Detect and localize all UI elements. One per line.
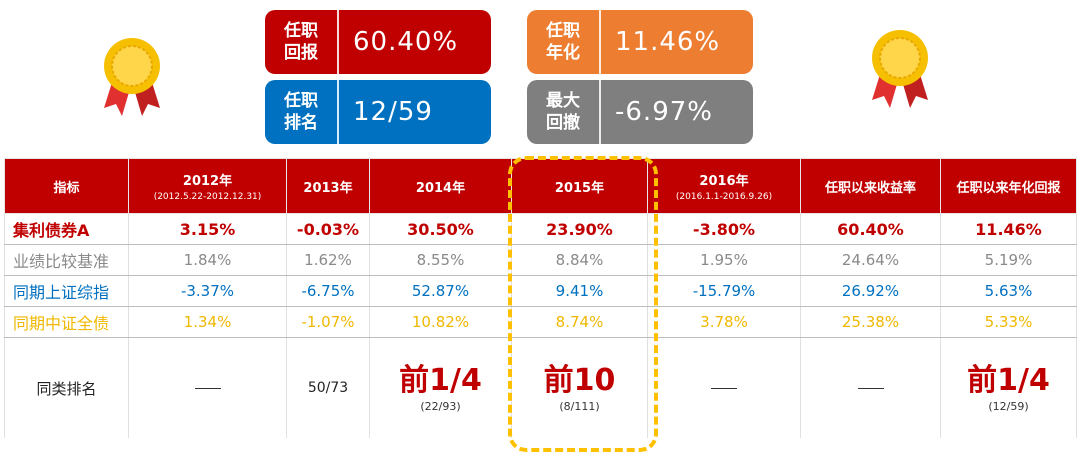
column-header-title: 2016年	[699, 174, 749, 189]
column-header: 任职以来收益率	[800, 158, 941, 214]
no-data-dash	[711, 387, 737, 389]
table-cell: 52.87%	[369, 275, 512, 307]
table-cell: 25.38%	[800, 306, 941, 338]
ranking-percentile: 前1/4	[967, 362, 1050, 398]
table-cell: 1.95%	[647, 244, 801, 276]
row-label: 同期上证综指	[4, 275, 129, 307]
ranking-count: (22/93)	[420, 399, 461, 413]
card-label: 最大 回撤	[527, 80, 601, 144]
tenure-return-card: 任职 回报 60.40%	[265, 10, 491, 74]
performance-table: 指标 2012年 (2012.5.22-2012.12.31) 2013年 2014年 2…	[4, 158, 1077, 438]
table-cell: -1.07%	[286, 306, 370, 338]
column-header: 2015年	[511, 158, 648, 214]
column-header-title: 指标	[53, 180, 80, 196]
medal-icon	[104, 38, 160, 116]
column-header-period: (2012.5.22-2012.12.31)	[153, 192, 262, 202]
ranking-count: (8/111)	[559, 399, 600, 413]
ranking-cell: 前10 (8/111)	[511, 337, 648, 438]
table-cell: 8.84%	[511, 244, 648, 276]
table-cell: 1.84%	[128, 244, 287, 276]
table-cell: 60.40%	[800, 213, 941, 245]
card-label: 任职 回报	[265, 10, 339, 74]
table-row: 同期上证综指 -3.37% -6.75% 52.87% 9.41% -15.79% 26.9…	[4, 275, 1077, 307]
table-row: 集利债券A 3.15% -0.03% 30.50% 23.90% -3.80% 60.40%…	[4, 213, 1077, 245]
table-cell: 11.46%	[940, 213, 1077, 245]
table-cell: -3.80%	[647, 213, 801, 245]
table-cell: 24.64%	[800, 244, 941, 276]
row-label: 业绩比较基准	[4, 244, 129, 276]
no-data-dash	[194, 387, 221, 389]
column-header-period: (2016.1.1-2016.9.26)	[675, 192, 773, 202]
row-label: 同期中证全债	[4, 306, 129, 338]
table-cell: -3.37%	[128, 275, 287, 307]
ranking-cell: 前1/4 (12/59)	[940, 337, 1077, 438]
table-cell: 1.62%	[286, 244, 370, 276]
table-cell: 23.90%	[511, 213, 648, 245]
annualized-return-card: 任职 年化 11.46%	[527, 10, 753, 74]
column-header-title: 2014年	[415, 180, 466, 196]
max-drawdown-card: 最大 回撤 -6.97%	[527, 80, 753, 144]
column-header-title: 2012年	[182, 174, 233, 189]
table-header-row: 指标 2012年 (2012.5.22-2012.12.31) 2013年 2014年 2…	[4, 158, 1077, 214]
table-cell: 1.34%	[128, 306, 287, 338]
ranking-count: (12/59)	[988, 399, 1029, 413]
column-header: 2016年 (2016.1.1-2016.9.26)	[647, 158, 801, 214]
ranking-cell	[647, 337, 801, 438]
ranking-cell: 前1/4 (22/93)	[369, 337, 512, 438]
table-cell: 3.78%	[647, 306, 801, 338]
table-cell: 10.82%	[369, 306, 512, 338]
table-row: 业绩比较基准 1.84% 1.62% 8.55% 8.84% 1.95% 24.64% 5.1…	[4, 244, 1077, 276]
column-header-title: 2013年	[303, 180, 353, 196]
card-value: -6.97%	[615, 97, 713, 127]
table-cell: -15.79%	[647, 275, 801, 307]
table-cell: 30.50%	[369, 213, 512, 245]
no-data-dash	[857, 387, 884, 389]
card-value: 60.40%	[353, 27, 459, 57]
table-cell: 26.92%	[800, 275, 941, 307]
table-cell: 8.55%	[369, 244, 512, 276]
ranking-row: 同类排名 50/73 前1/4 (22/93) 前10 (8/111) 前1/4 (12/59…	[4, 337, 1077, 438]
table-cell: -0.03%	[286, 213, 370, 245]
card-value: 11.46%	[615, 27, 721, 57]
column-header: 2012年 (2012.5.22-2012.12.31)	[128, 158, 287, 214]
row-label: 集利债券A	[4, 213, 129, 245]
table-cell: 8.74%	[511, 306, 648, 338]
card-label: 任职 年化	[527, 10, 601, 74]
ranking-value: 50/73	[307, 380, 349, 396]
table-cell: -6.75%	[286, 275, 370, 307]
table-cell: 5.33%	[940, 306, 1077, 338]
table-cell: 9.41%	[511, 275, 648, 307]
column-header: 2013年	[286, 158, 370, 214]
ranking-cell: 50/73	[286, 337, 370, 438]
ranking-cell	[800, 337, 941, 438]
column-header: 指标	[4, 158, 129, 214]
medal-icon	[872, 30, 928, 108]
column-header-title: 2015年	[554, 180, 605, 196]
table-cell: 3.15%	[128, 213, 287, 245]
ranking-cell	[128, 337, 287, 438]
table-cell: 5.19%	[940, 244, 1077, 276]
column-header: 任职以来年化回报	[940, 158, 1077, 214]
card-value: 12/59	[353, 97, 433, 127]
table-row: 同期中证全债 1.34% -1.07% 10.82% 8.74% 3.78% 25.38% 5…	[4, 306, 1077, 338]
ranking-percentile: 前10	[543, 362, 616, 398]
column-header: 2014年	[369, 158, 512, 214]
column-header-title: 任职以来收益率	[824, 180, 916, 196]
ranking-percentile: 前1/4	[399, 362, 482, 398]
row-label: 同类排名	[4, 337, 129, 438]
column-header-title: 任职以来年化回报	[956, 180, 1061, 196]
tenure-rank-card: 任职 排名 12/59	[265, 80, 491, 144]
table-cell: 5.63%	[940, 275, 1077, 307]
card-label: 任职 排名	[265, 80, 339, 144]
